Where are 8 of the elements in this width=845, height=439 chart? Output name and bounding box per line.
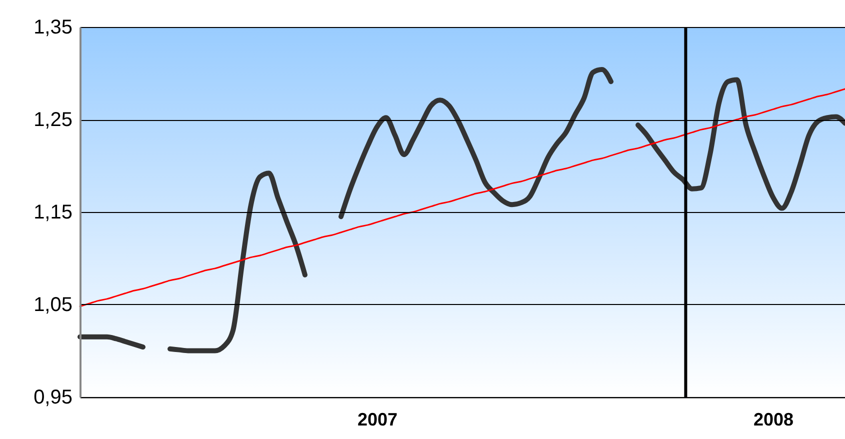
line-series <box>79 88 845 308</box>
y-tick-label: 1,25 <box>34 109 72 131</box>
x-tick-label: 2007 <box>357 410 398 430</box>
y-tick-label: 1,35 <box>34 16 72 38</box>
x-tick-label: 2008 <box>753 410 794 430</box>
y-tick-label: 0,95 <box>34 386 72 408</box>
y-tick-label: 1,05 <box>34 294 72 316</box>
y-tick-label: 1,15 <box>34 202 72 224</box>
